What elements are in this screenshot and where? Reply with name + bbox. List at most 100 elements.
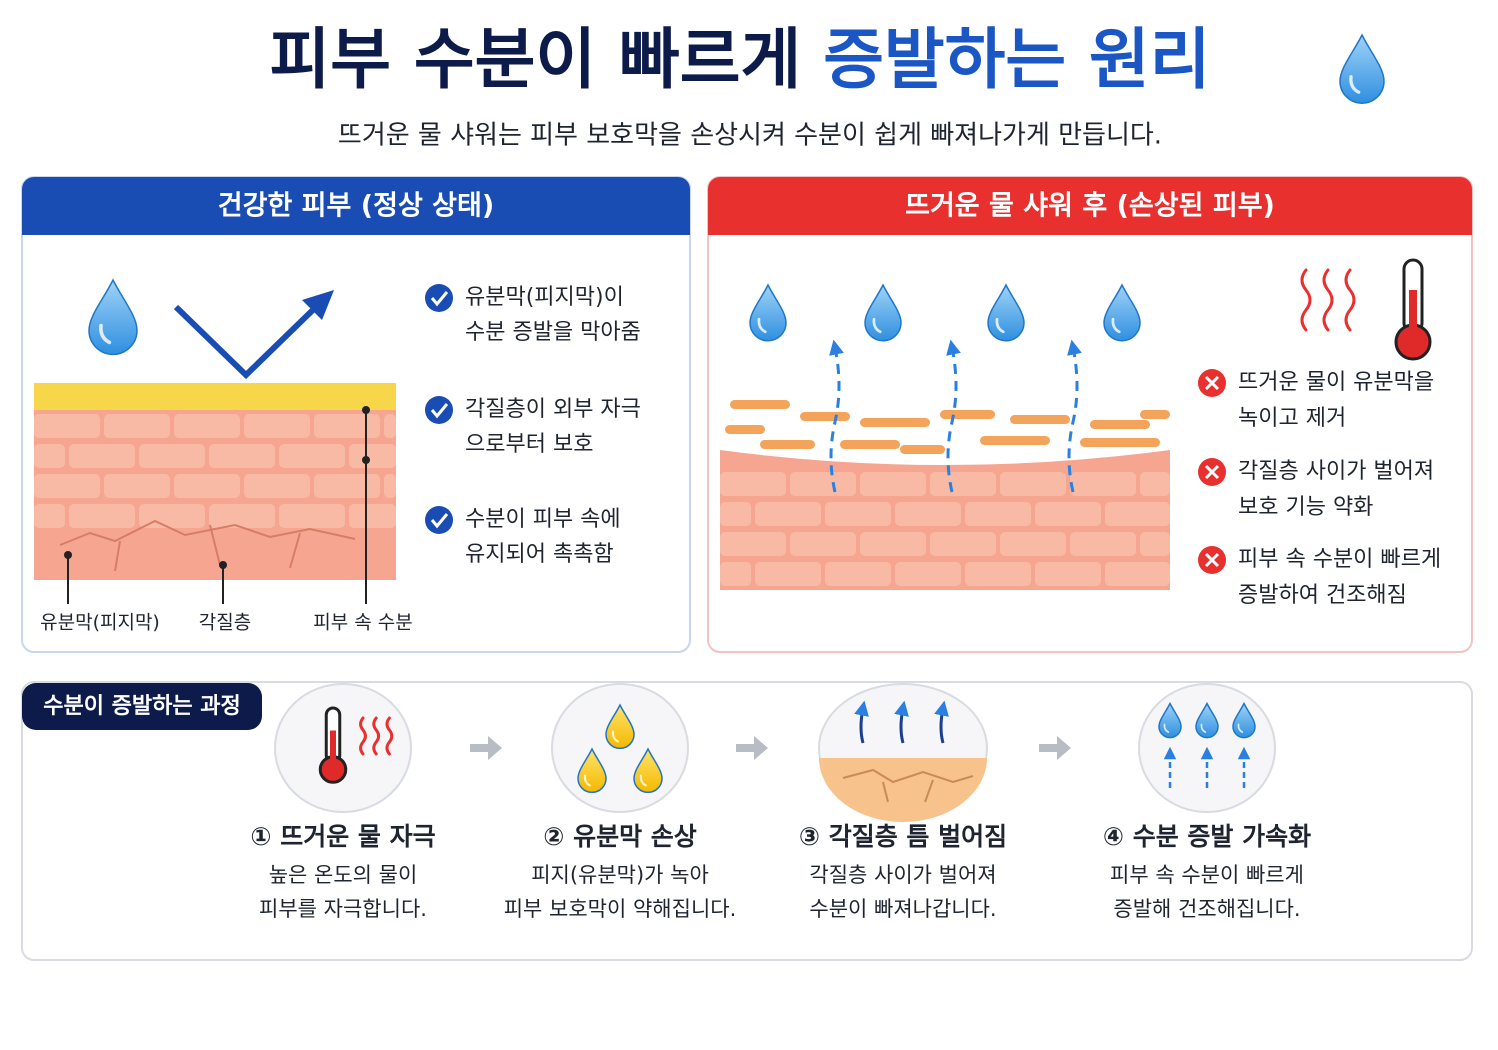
thermometer-mercury — [330, 730, 336, 768]
check-text: 유지되어 촉촉함 — [465, 542, 614, 567]
drop-shine — [1163, 723, 1170, 733]
flake — [1010, 415, 1070, 424]
skin-cell — [384, 474, 396, 498]
skin-cell — [1035, 502, 1101, 526]
drop-shine — [1237, 723, 1244, 733]
flake — [1080, 438, 1160, 447]
skin-cell — [279, 504, 345, 528]
step-desc: 높은 온도의 물이 — [269, 863, 418, 887]
step-title: ④ 수분 증발 가속화 — [1103, 822, 1311, 851]
vapor-arrow — [1067, 339, 1082, 493]
skin-cell — [1140, 472, 1170, 496]
skin-cell — [104, 474, 170, 498]
step-title: ③ 각질층 틈 벌어짐 — [799, 822, 1007, 851]
step-desc: 피지(유분막)가 녹아 — [531, 863, 709, 887]
heat-wave — [372, 716, 381, 756]
drop-shine — [872, 317, 882, 334]
skin-cell — [1105, 502, 1170, 526]
skin-cell — [1000, 472, 1066, 496]
heat-wave — [385, 716, 394, 756]
item-text: 녹이고 제거 — [1238, 406, 1346, 431]
pointer-dot — [64, 551, 72, 559]
skin-cell — [244, 474, 310, 498]
skin-cell — [930, 532, 996, 556]
step-desc: 증발해 건조해집니다. — [1113, 897, 1300, 921]
left-panel: 건강한 피부 (정상 상태) 유분막(피지막) 각질층 피부 속 수분유분막(피지막… — [21, 176, 691, 653]
flake — [860, 418, 930, 427]
flake — [725, 425, 765, 434]
check-icon — [425, 284, 453, 312]
check-mark — [430, 291, 449, 307]
step-arrow — [1039, 736, 1071, 760]
skin-cell — [69, 444, 135, 468]
step-desc: 피부 보호막이 약해집니다. — [504, 897, 737, 921]
skin-cell — [34, 414, 100, 438]
check-mark — [430, 513, 449, 529]
flake — [800, 412, 850, 421]
check-icon — [425, 396, 453, 424]
skin-cell — [1070, 472, 1136, 496]
pointer-dot — [362, 406, 370, 414]
healthy-skin-illustration: 유분막(피지막) 각질층 피부 속 수분 유분막(피지막)이수분 증발을 막아줌각질층… — [34, 278, 641, 634]
flake — [1140, 410, 1170, 419]
arrow-head — [302, 290, 334, 320]
check-mark — [430, 403, 449, 419]
check-text: 수분 증발을 막아줌 — [465, 320, 641, 345]
pointer-dot — [219, 561, 227, 569]
skin-cell — [755, 502, 821, 526]
check-icon — [425, 506, 453, 534]
skin-cell — [825, 562, 891, 586]
skin-cell — [1070, 532, 1136, 556]
drop-shine — [995, 317, 1005, 334]
skin-cell — [1140, 532, 1170, 556]
skin-cell — [69, 504, 135, 528]
drop-shine — [99, 323, 112, 345]
subtitle: 뜨거운 물 샤워는 피부 보호막을 손상시켜 수분이 쉽게 빠져나가게 만듭니다… — [338, 121, 1162, 151]
skin-cell — [930, 472, 996, 496]
vapor-arrow — [854, 700, 869, 744]
oil-layer — [34, 383, 396, 410]
heat-wave — [359, 716, 367, 756]
check-text: 수분이 피부 속에 — [465, 507, 621, 532]
skin-cell — [314, 414, 380, 438]
water-drop — [1339, 33, 1385, 104]
x-mark — [1204, 464, 1220, 480]
skin-cell — [790, 532, 856, 556]
item-text: 보호 기능 약화 — [1238, 495, 1373, 520]
skin-cell — [34, 444, 65, 468]
vapor-arrow — [894, 700, 909, 744]
x-mark — [1204, 375, 1220, 391]
drop-shine — [583, 774, 591, 787]
drop-shine — [1111, 317, 1121, 334]
process-badge: 수분이 증발하는 과정 — [43, 694, 240, 719]
x-mark — [1204, 552, 1220, 568]
pointer-dot — [362, 456, 370, 464]
step-title: ① 뜨거운 물 자극 — [250, 822, 435, 851]
drop-shine — [1200, 723, 1207, 733]
step-desc: 피부를 자극합니다. — [259, 897, 427, 921]
cracks — [842, 768, 974, 803]
drop-shine — [611, 730, 619, 743]
skin-cell — [314, 474, 380, 498]
skin-cell — [965, 562, 1031, 586]
skin-cell — [209, 444, 275, 468]
item-text: 증발하여 건조해짐 — [1238, 583, 1407, 608]
flake — [730, 400, 790, 409]
flake — [900, 445, 945, 454]
title-highlight: 증발하는 원리 — [823, 21, 1210, 98]
skin-cell — [139, 444, 205, 468]
flake — [940, 410, 995, 419]
drop-shine — [1349, 75, 1361, 94]
skin-cell — [174, 414, 240, 438]
title: 피부 수분이 빠르게 증발하는 원리 — [269, 21, 1210, 98]
title-drop-icon — [1339, 33, 1385, 104]
skin-cell — [720, 532, 786, 556]
flake — [760, 440, 815, 449]
item-text: 피부 속 수분이 빠르게 — [1238, 547, 1441, 572]
deflect-arrow — [173, 302, 321, 380]
step-desc: 피부 속 수분이 빠르게 — [1110, 863, 1304, 887]
skin-cell — [825, 502, 891, 526]
flake — [840, 440, 900, 449]
check-text: 각질층이 외부 자극 — [465, 397, 641, 422]
